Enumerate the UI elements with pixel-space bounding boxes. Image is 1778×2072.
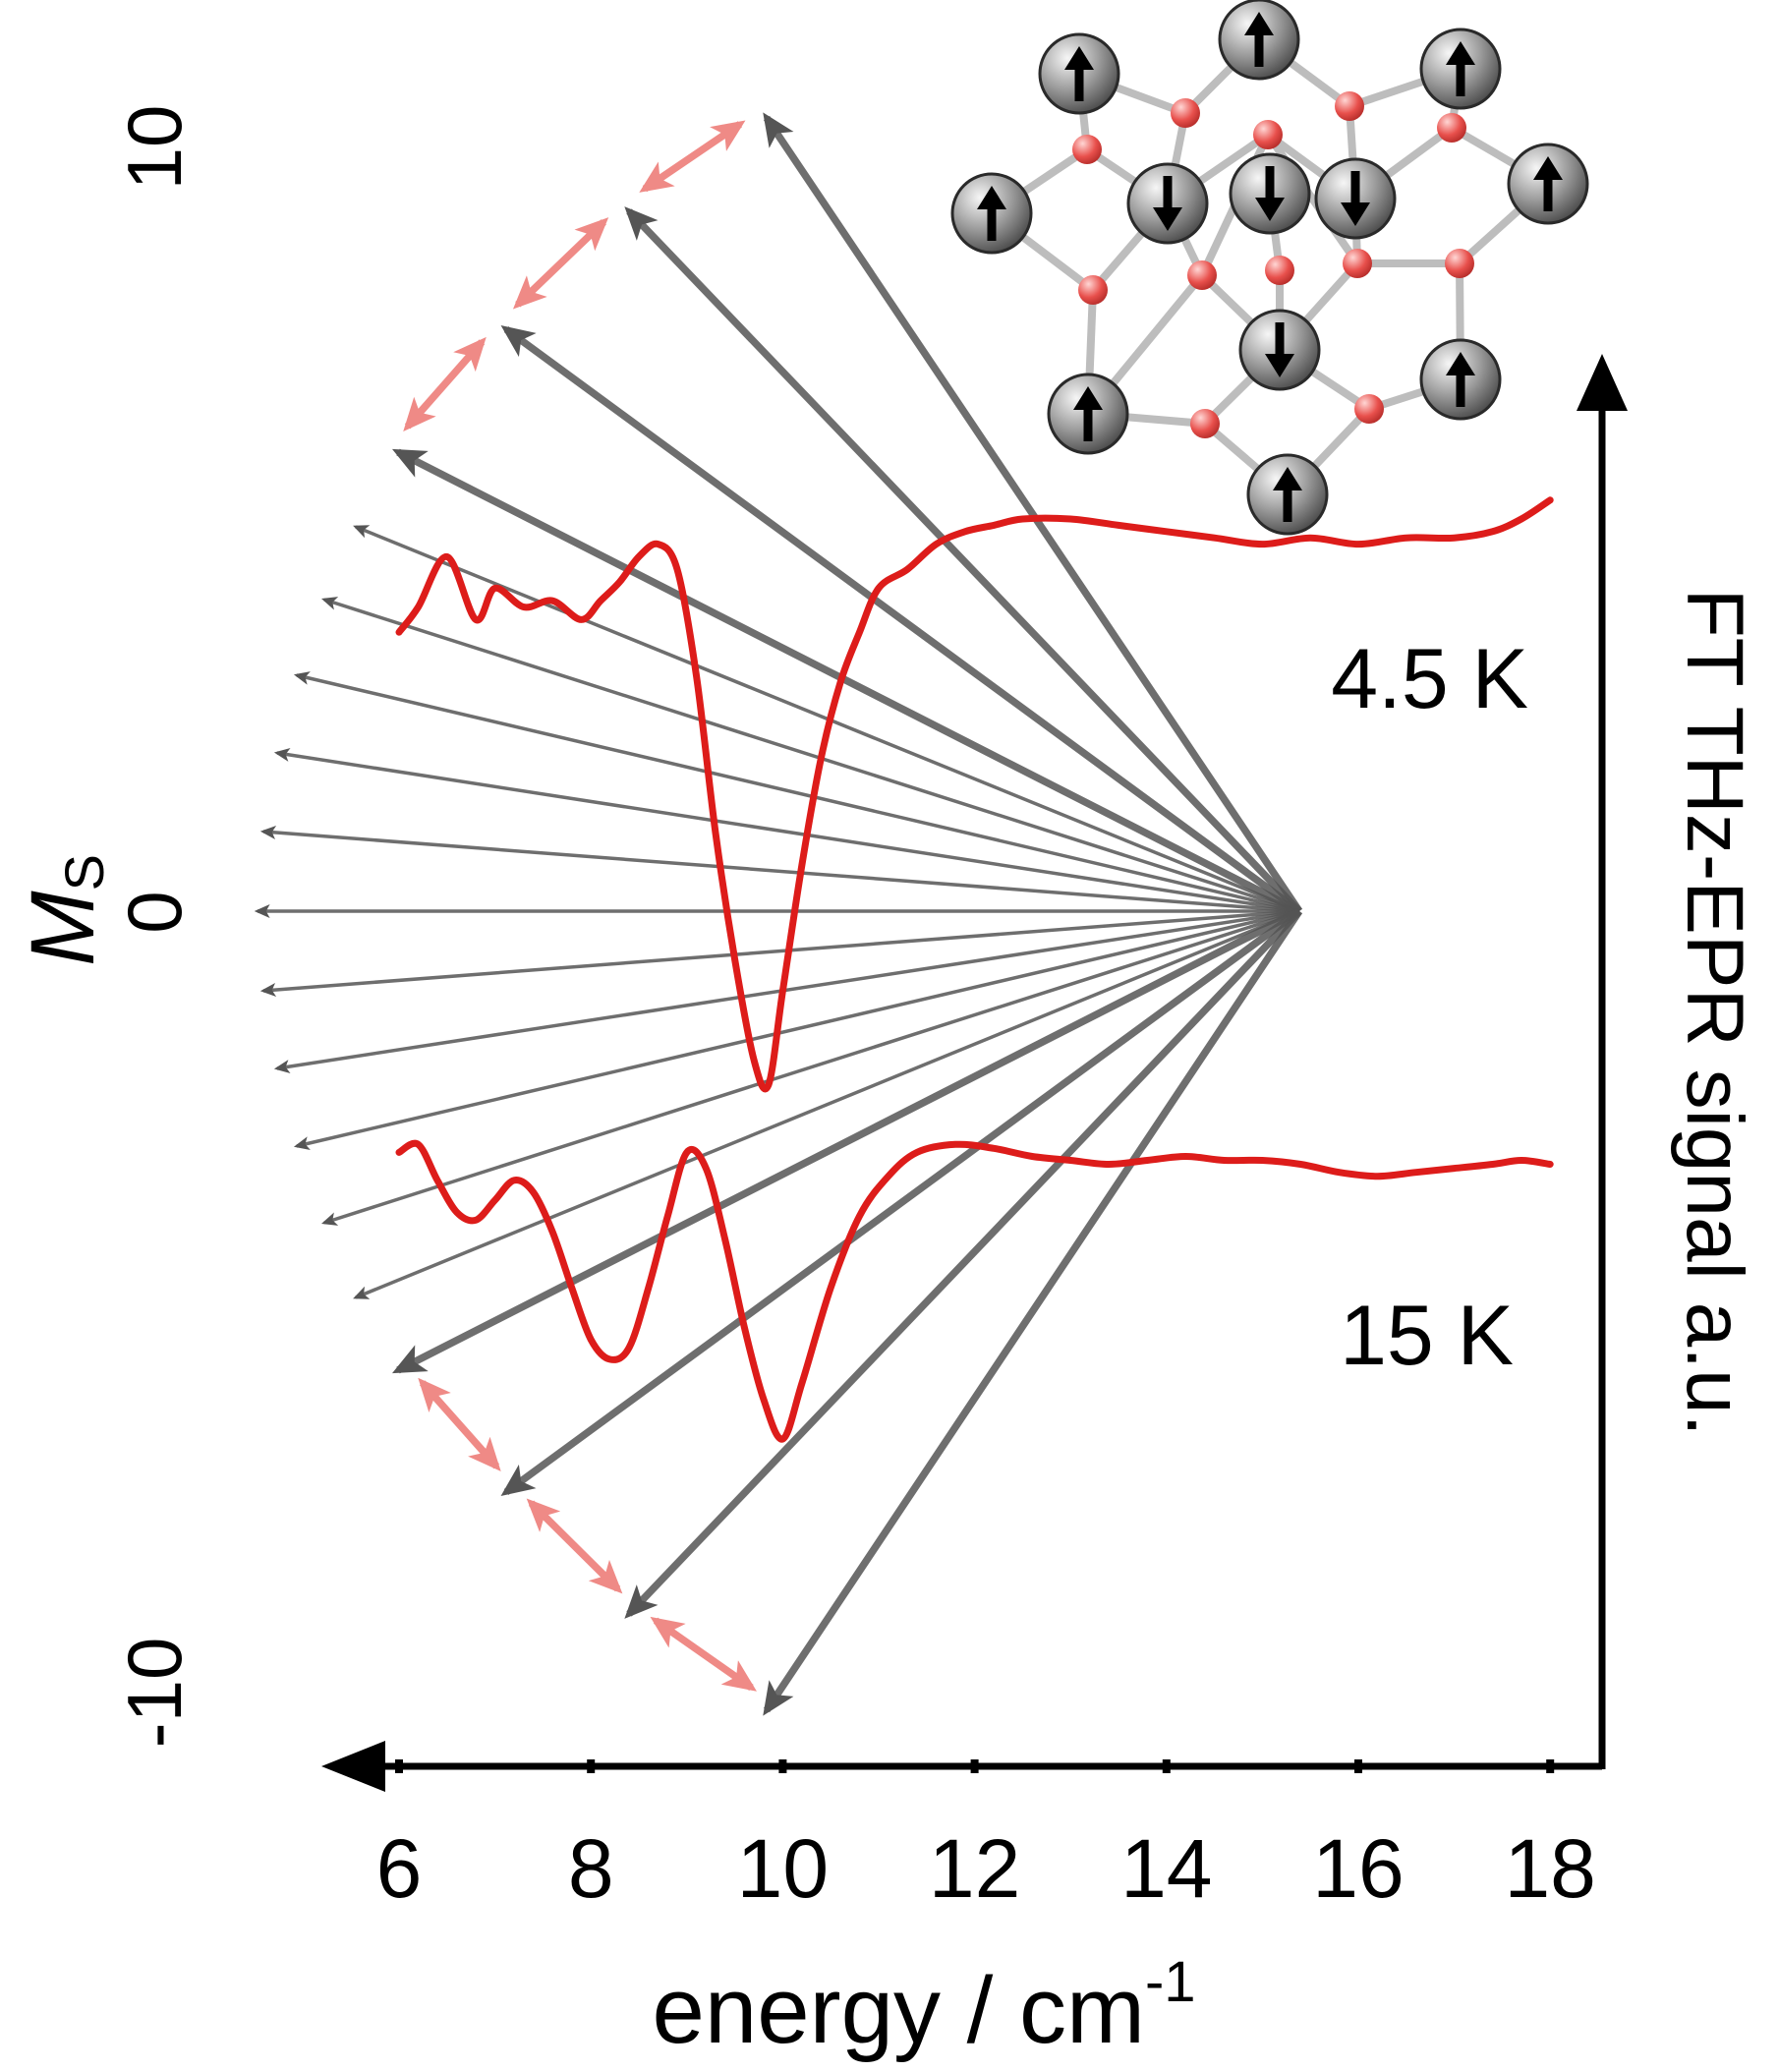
transition-arrow	[259, 825, 1300, 913]
spin-down-arrow-icon	[1255, 198, 1285, 221]
transition-arrows	[254, 112, 1303, 1716]
x-axis-arrowhead	[321, 1741, 385, 1792]
iron-atom	[1126, 162, 1209, 245]
iron-atom	[1218, 0, 1300, 81]
transition-arrow	[273, 748, 1300, 913]
spin-up-arrow-icon	[1073, 386, 1103, 410]
iron-atom	[1229, 152, 1311, 235]
ms-level-arrow	[639, 120, 746, 193]
series-label-4.5k: 4.5 K	[1331, 632, 1528, 726]
oxygen-atom	[1354, 394, 1384, 424]
oxygen-atom	[1437, 113, 1466, 143]
iron-atom	[1419, 28, 1502, 110]
oxygen-atom	[1253, 120, 1283, 149]
ms-level-arrow	[403, 336, 487, 432]
oxygen-atom	[1072, 135, 1102, 164]
oxygen-atom	[1190, 409, 1220, 438]
ms-axis-label: MS	[13, 854, 115, 966]
atoms	[950, 0, 1589, 536]
transition-arrow	[500, 907, 1302, 1496]
spectrum-line-15k	[395, 1139, 1554, 1443]
x-tick-label: 8	[568, 1822, 614, 1915]
transition-arrow	[320, 597, 1300, 913]
x-tick-label: 14	[1120, 1822, 1212, 1915]
spin-down-arrow-icon	[1341, 202, 1370, 226]
ms-level-arrows	[403, 120, 757, 1692]
labels: energy / cm-1 FT THz-EPR signal a.u. 4.5…	[13, 105, 1759, 2063]
iron-atom	[1238, 309, 1321, 391]
spin-down-arrow-icon	[1265, 354, 1294, 377]
transition-arrow	[500, 325, 1302, 915]
spin-up-arrow-icon	[1273, 467, 1302, 490]
y-axis-arrowhead	[1577, 354, 1628, 411]
transition-arrow	[273, 909, 1300, 1074]
x-ticks: 6 8 10 12 14 16 18	[376, 1759, 1596, 1915]
iron-atom	[950, 172, 1033, 255]
x-tick-label: 18	[1504, 1822, 1595, 1915]
spin-up-arrow-icon	[1244, 12, 1274, 35]
spin-up-arrow-icon	[977, 186, 1006, 209]
oxygen-atom	[1171, 98, 1200, 128]
x-axis-label: energy / cm-1	[652, 1950, 1195, 2063]
spectrum-line-4.5k	[395, 496, 1554, 1093]
oxygen-atom	[1343, 249, 1372, 278]
transition-arrow	[293, 671, 1300, 913]
oxygen-atom	[1187, 260, 1217, 290]
transition-arrow	[320, 909, 1300, 1226]
oxygen-atom	[1265, 256, 1294, 285]
x-tick-label: 6	[376, 1822, 423, 1915]
ms-level-arrow	[650, 1616, 757, 1692]
iron-atom	[1419, 338, 1502, 421]
x-tick-label: 16	[1312, 1822, 1404, 1915]
oxygen-atom	[1078, 275, 1108, 305]
spectra	[395, 496, 1554, 1443]
spin-down-arrow-icon	[1153, 207, 1182, 231]
ms-level-arrow	[526, 1498, 623, 1594]
cluster-illustration	[950, 0, 1589, 536]
ms-level-arrow	[418, 1377, 501, 1471]
transition-arrow	[391, 448, 1301, 915]
x-tick-label: 12	[929, 1822, 1020, 1915]
y-axis-label: FT THz-EPR signal a.u.	[1670, 589, 1759, 1437]
iron-atom	[1038, 32, 1120, 115]
iron-atom	[1047, 373, 1129, 455]
transition-arrow	[259, 909, 1300, 998]
spin-up-arrow-icon	[1446, 41, 1475, 65]
transition-arrow	[391, 907, 1301, 1374]
iron-atom	[1507, 143, 1589, 225]
transition-arrow	[293, 909, 1300, 1150]
transition-arrow	[763, 908, 1303, 1716]
series-label-15k: 15 K	[1340, 1289, 1514, 1383]
transition-arrow	[624, 206, 1302, 914]
iron-atom	[1246, 453, 1329, 536]
x-tick-label: 10	[737, 1822, 829, 1915]
spin-up-arrow-icon	[1064, 46, 1094, 70]
transition-arrow	[353, 909, 1300, 1299]
ms-tick-0: 0	[111, 891, 198, 933]
transition-arrow	[763, 112, 1303, 914]
axes: 6 8 10 12 14 16 18	[321, 354, 1628, 1915]
transition-arrow	[624, 908, 1302, 1619]
spin-up-arrow-icon	[1446, 352, 1475, 375]
spin-up-arrow-icon	[1533, 156, 1563, 180]
iron-atom	[1314, 157, 1397, 240]
ms-tick-10: 10	[111, 105, 198, 191]
ms-tick-minus-10: -10	[111, 1638, 198, 1749]
oxygen-atom	[1335, 91, 1364, 121]
ms-level-arrow	[512, 217, 609, 310]
oxygen-atom	[1445, 249, 1474, 278]
